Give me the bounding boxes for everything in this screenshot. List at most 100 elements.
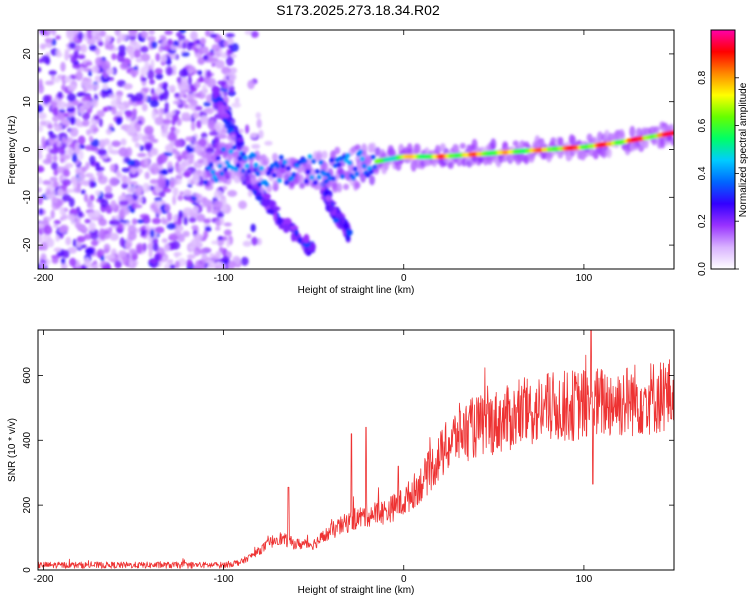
noise-blob (125, 221, 131, 227)
noise-blob (187, 254, 196, 260)
ridge-core (336, 162, 342, 168)
noise-blob (129, 50, 135, 60)
branch-blob (272, 206, 281, 211)
ridge-halo (224, 171, 231, 180)
noise-blob (161, 188, 172, 193)
noise-blob (69, 257, 77, 267)
noise-blob (94, 75, 102, 83)
noise-blob (225, 33, 235, 38)
noise-blob (92, 210, 101, 218)
branch-blob (345, 228, 353, 236)
noise-blob (186, 258, 193, 268)
branch-blob (261, 199, 271, 207)
ridge-halo (360, 172, 367, 183)
noise-blob (134, 92, 144, 102)
ridge-core (242, 155, 248, 161)
ridge-core (314, 168, 320, 174)
noise-blob (163, 243, 170, 253)
ridge-halo (316, 150, 323, 162)
ridge-core (246, 168, 252, 174)
noise-blob (214, 49, 222, 58)
noise-blob (256, 118, 262, 129)
noise-blob (171, 240, 181, 250)
ridge-halo (434, 144, 441, 156)
ridge-core (671, 130, 674, 136)
noise-blob (247, 190, 253, 197)
noise-blob (170, 110, 176, 116)
noise-blob (47, 123, 53, 130)
noise-blob (82, 119, 90, 127)
ridge-core (350, 175, 356, 181)
noise-blob (75, 71, 83, 81)
noise-blob (215, 219, 221, 227)
noise-blob (211, 240, 219, 245)
ridge-core (280, 163, 286, 169)
noise-blob (187, 75, 192, 86)
noise-blob (65, 236, 72, 246)
noise-blob (96, 251, 102, 258)
snr-series-line (38, 330, 674, 569)
noise-blob (197, 56, 205, 65)
noise-blob (85, 61, 93, 66)
noise-blob (60, 118, 71, 126)
ridge-core (311, 158, 317, 164)
noise-blob (53, 247, 63, 253)
noise-blob (195, 38, 201, 46)
noise-blob (228, 73, 237, 82)
noise-blob (85, 161, 90, 170)
noise-blob (38, 195, 44, 206)
noise-blob (118, 45, 126, 53)
ridge-core (222, 166, 228, 172)
noise-blob (190, 238, 200, 248)
ridge-core (339, 174, 345, 180)
ridge-halo (239, 171, 246, 183)
noise-blob (166, 211, 173, 222)
noise-blob (38, 112, 47, 120)
noise-blob (211, 43, 221, 52)
ridge-core (309, 175, 315, 181)
ridge-core (368, 169, 374, 175)
noise-blob (90, 239, 99, 247)
ridge-core (284, 180, 290, 186)
noise-blob (83, 233, 93, 240)
ridge-halo (230, 134, 237, 145)
branch-blob (334, 212, 343, 219)
noise-blob (162, 119, 172, 125)
noise-blob (161, 218, 169, 225)
noise-blob (38, 222, 44, 229)
noise-blob (53, 219, 61, 225)
noise-blob (81, 227, 89, 232)
noise-blob (64, 50, 69, 61)
noise-blob (223, 222, 232, 227)
ridge-halo (369, 175, 376, 186)
noise-blob (84, 218, 91, 224)
noise-blob (86, 198, 92, 205)
ridge-core (323, 178, 329, 184)
noise-blob (125, 112, 132, 118)
noise-blob (114, 30, 121, 37)
noise-blob (89, 155, 96, 165)
noise-blob (196, 213, 206, 222)
noise-blob (182, 207, 193, 215)
noise-blob (55, 35, 61, 40)
noise-blob (197, 158, 204, 164)
noise-blob (90, 139, 101, 147)
noise-blob (66, 30, 75, 40)
ridge-core (213, 177, 219, 183)
noise-blob (178, 225, 184, 232)
noise-blob (108, 94, 116, 99)
noise-blob (153, 148, 159, 156)
noise-blob (85, 95, 92, 101)
ridge-halo (670, 137, 674, 146)
ridge-halo (389, 149, 396, 158)
noise-blob (45, 80, 55, 86)
noise-blob (61, 137, 67, 144)
noise-blob (144, 157, 150, 167)
noise-blob (217, 133, 227, 140)
ridge-core (276, 177, 282, 183)
noise-blob (76, 235, 86, 243)
noise-blob (61, 84, 66, 91)
noise-blob (121, 255, 128, 266)
noise-blob (42, 94, 50, 105)
branch-blob (221, 105, 226, 115)
